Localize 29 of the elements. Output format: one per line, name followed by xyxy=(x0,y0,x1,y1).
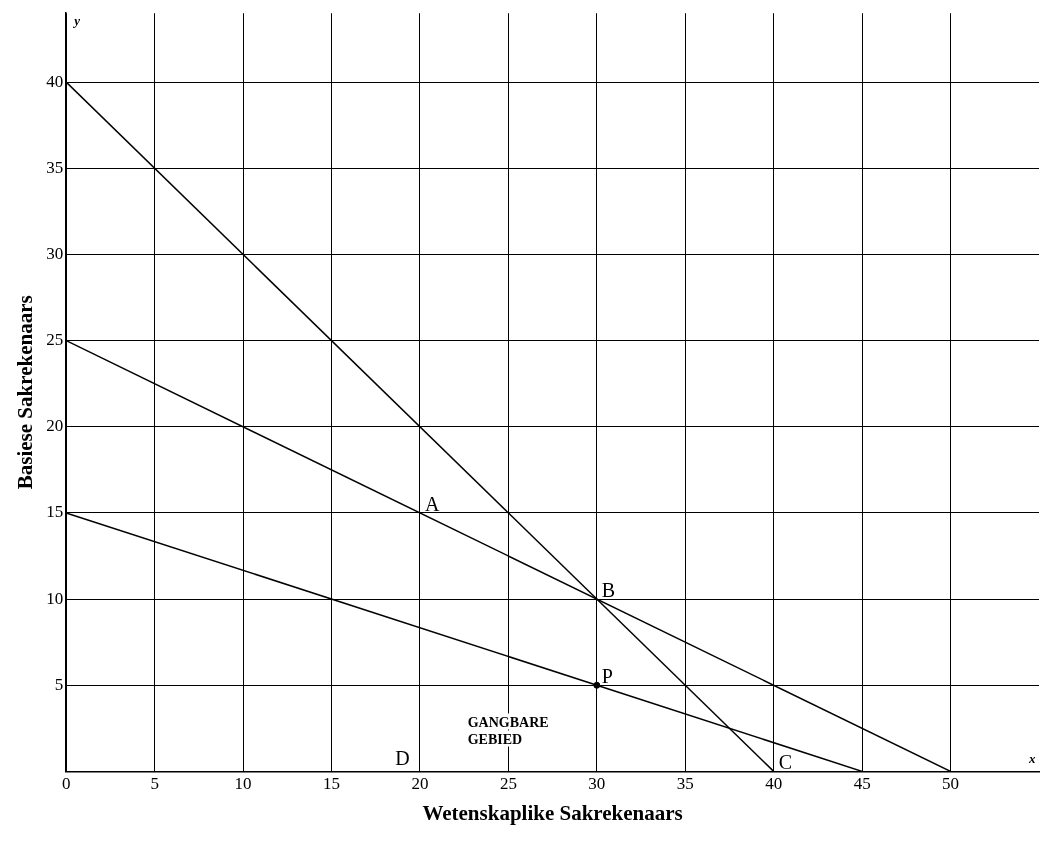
y-tick-label: 20 xyxy=(46,416,64,436)
annotation: y xyxy=(72,13,81,29)
x-tick-label: 5 xyxy=(150,774,159,794)
x-tick-label: 15 xyxy=(323,774,341,794)
x-tick-label: 10 xyxy=(234,774,252,794)
x-tick-label: 45 xyxy=(853,774,871,794)
x-tick-label: 40 xyxy=(765,774,783,794)
x-tick-label: 35 xyxy=(676,774,694,794)
annotation: C xyxy=(778,751,793,774)
x-tick-label: 20 xyxy=(411,774,429,794)
y-tick-label: 30 xyxy=(46,243,64,263)
y-tick-label: 5 xyxy=(54,674,64,694)
x-tick-label: 25 xyxy=(499,774,517,794)
annotation: x xyxy=(1028,751,1036,767)
annotation: B xyxy=(601,579,616,602)
annotation: A xyxy=(424,492,440,515)
annotation: P xyxy=(601,665,613,688)
annotation: GANGBARE GEBIED xyxy=(467,714,549,747)
y-tick-label: 35 xyxy=(46,157,64,177)
x-tick-label: 50 xyxy=(942,774,960,794)
y-tick-label: 15 xyxy=(46,502,64,522)
y-tick-label: 40 xyxy=(46,71,64,91)
x-tick-label: 30 xyxy=(588,774,606,794)
x-axis-title: Wetenskaplike Sakrekenaars xyxy=(422,800,683,825)
y-axis-title: Basiese Sakrekenaars xyxy=(13,295,38,490)
y-tick-label: 10 xyxy=(46,588,64,608)
y-tick-label: 25 xyxy=(46,330,64,350)
x-tick-label: 0 xyxy=(61,774,71,794)
annotation: D xyxy=(395,747,410,770)
